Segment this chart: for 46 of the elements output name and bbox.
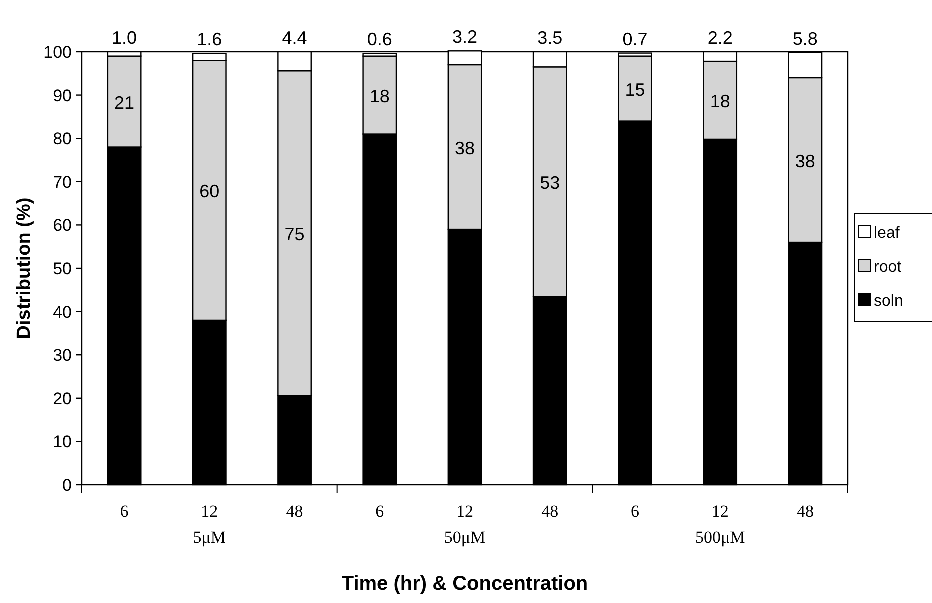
data-label: 38: [454, 138, 476, 158]
y-tick-label: 0: [62, 476, 72, 495]
y-tick-label: 20: [53, 389, 72, 408]
x-tick-label: 12: [712, 502, 729, 521]
x-tick-label: 48: [542, 502, 559, 521]
data-label: 1.0: [112, 28, 138, 48]
data-label: 1.6: [197, 30, 222, 50]
y-tick-label: 30: [53, 346, 72, 366]
data-label: 15: [625, 80, 646, 100]
x-tick-label: 6: [630, 502, 640, 521]
data-label: 53: [540, 172, 560, 193]
x-tick-label: 6: [376, 502, 384, 521]
x-tick-label: 12: [456, 502, 474, 521]
data-label: 0.6: [367, 30, 392, 50]
data-label: 21: [114, 92, 135, 113]
x-tick-label: 12: [201, 502, 218, 521]
data-label: 4.4: [282, 28, 308, 48]
y-tick-label: 40: [53, 302, 72, 322]
x-tick-label: 48: [286, 502, 304, 521]
data-label: 2.2: [708, 28, 733, 48]
data-label: 60: [200, 182, 220, 202]
legend-label: root: [874, 259, 902, 276]
y-tick-label: 60: [53, 216, 72, 236]
data-label: 18: [710, 91, 730, 112]
legend-label: soln: [874, 293, 904, 310]
legend-label: leaf: [874, 225, 900, 242]
text: 50μM: [444, 528, 486, 547]
y-tick-label: 70: [53, 172, 72, 192]
text: 500μM: [695, 528, 746, 547]
data-label: 3.2: [452, 27, 478, 48]
x-tick-label: 6: [120, 502, 129, 521]
data-label: 18: [370, 86, 390, 106]
data-label: 75: [284, 224, 305, 244]
data-label: 5.8: [792, 28, 818, 49]
y-axis-title: Distribution (%): [14, 198, 35, 340]
data-label: 3.5: [538, 28, 563, 48]
y-tick-label: 100: [44, 43, 72, 62]
x-tick-label: 48: [796, 502, 814, 521]
data-label: 0.7: [622, 29, 648, 50]
text: 5μM: [193, 528, 226, 547]
y-tick-label: 50: [53, 260, 72, 278]
y-tick-label: 10: [53, 432, 72, 452]
x-axis-title: Time (hr) & Concentration: [342, 573, 588, 595]
y-tick-label: 90: [53, 86, 72, 106]
y-tick-label: 80: [53, 130, 72, 149]
data-label: 38: [795, 151, 816, 172]
